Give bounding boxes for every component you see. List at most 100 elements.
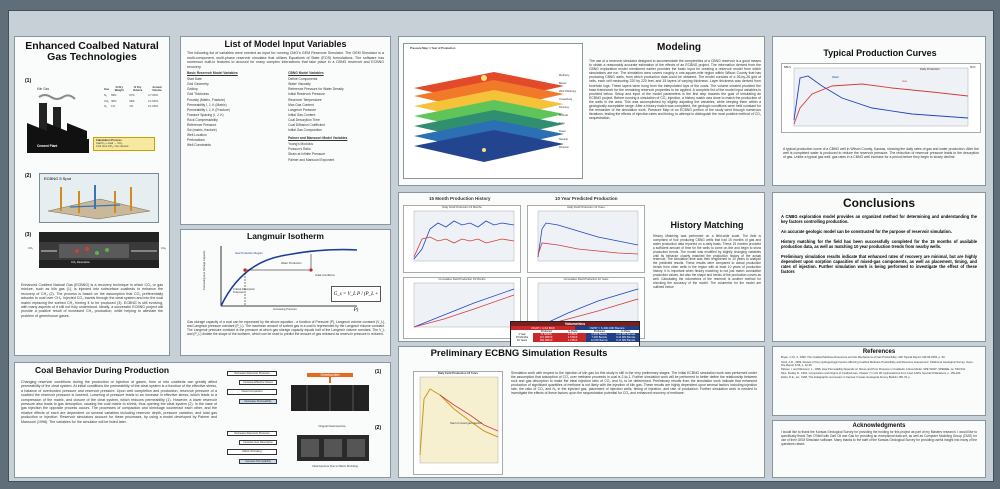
results-plot	[419, 377, 499, 464]
layer-label: Tebo	[559, 122, 565, 125]
langmuir-equation-box: G_s = V_L P / (P_L + P)	[331, 286, 381, 313]
palmer-variable-item: Poisson's Ratio	[288, 147, 311, 152]
langmuir-xlabel: Increasing Pressure	[273, 308, 297, 311]
flow-2: Decrease Reservoir Pressure Increase Gas…	[227, 431, 277, 464]
curves-title: Typical Production Curves	[823, 48, 937, 58]
kiln-table-cell: 67%	[129, 94, 135, 98]
results-chart: Daily Field Production 10 Years Start of…	[413, 371, 503, 475]
chart-subtitle: Cumulative Field Production 15 Months	[438, 278, 486, 281]
cbng-variable-item: Water Viscosity	[288, 82, 311, 87]
reference-item: Scott, A.R., 1999, Review of Key Hydroge…	[781, 360, 974, 367]
cbng-variable-item: Reference Pressure for Water Density	[288, 87, 344, 92]
mcf-label: MCF	[970, 66, 976, 69]
cbng-variables-header: CBNG Model Variables	[288, 71, 324, 76]
initial-conditions-label: Initial Conditions	[315, 274, 335, 277]
vol-row-label: 10 Years	[516, 339, 528, 342]
vol-cell: 1.3 BCF	[559, 339, 586, 342]
basic-variable-item: Sw (matrix, fracture)	[187, 128, 217, 133]
conclusion-item: A CNBG exploration model provides an org…	[781, 213, 977, 224]
calculation-title: Calculation Process	[96, 139, 122, 142]
matrix-shrink-label: Cleat Aperture Due to Matrix Shrinking	[312, 465, 358, 468]
kiln-table-cell: 30%	[111, 99, 117, 103]
langmuir-body: Gas storage capacity of a coal can be ex…	[187, 320, 385, 336]
chart-2-title: 10 Year Predicted Production	[555, 196, 618, 201]
daily-15-month-chart: Daily Field Production 15 Months	[403, 205, 521, 273]
vol-cell: 12,000 Barrels	[586, 339, 613, 342]
cbng-variable-item: Coal Diffusion Coefficient	[288, 123, 326, 127]
calculation-line-2: 4.01 tons CO₂ / ton cement	[96, 145, 129, 149]
history-body: History Matching was performed on a fiel…	[653, 234, 761, 289]
flow-step: Increase Gas Desorption	[239, 440, 277, 446]
basic-variables-list: Basic Reservoir Model Variables Start Da…	[187, 69, 278, 163]
cbng-variable-item: Define Components	[288, 77, 318, 82]
langmuir-ylabel: Increasing Gas Storage Capacity	[203, 250, 206, 290]
daily-10-year-chart: Daily Field Production 10 Years	[527, 205, 645, 273]
modeling-title: Modeling	[657, 42, 701, 53]
water-production-label: Water Production	[281, 262, 302, 265]
vol-cell: 7,000 Barrels	[586, 336, 613, 339]
modeling-panel: Pressure Map: 1 Year of Production Mulbe…	[398, 36, 765, 186]
volumetrics-title: Volumetrics	[511, 322, 639, 326]
chart-subtitle: Daily Field Production 15 Months	[442, 206, 482, 209]
langmuir-title: Langmuir Isotherm	[247, 231, 324, 241]
basic-variable-item: Reference Pressure	[187, 123, 217, 127]
cleat-compaction-diagram	[291, 377, 369, 411]
flow-step: Decrease Reservoir Pressure	[227, 431, 277, 437]
overburden-label: Overburden	[307, 373, 353, 377]
basic-variable-item: Porosity (Matrix, Fracture)	[187, 97, 226, 102]
cleat-aperture-diagram	[297, 435, 369, 461]
layer-label: Weir Pittsburg	[559, 90, 576, 93]
basic-variable-item: Permeability I, J, K (Matrix)	[187, 102, 227, 107]
daily-10-year-plot	[537, 211, 639, 262]
pressure-map: Pressure Map: 1 Year of Production Mulbe…	[403, 43, 583, 179]
results-title: Preliminary ECBNG Simulation Results	[430, 348, 608, 359]
cumulative-15-month-plot	[413, 283, 515, 328]
daily-15-month-plot	[413, 211, 515, 262]
kiln-table-cell: O₂	[104, 104, 108, 108]
cbng-variable-item: Initial Gas Composition	[288, 128, 323, 133]
flow-step: Cleat Compaction	[227, 389, 277, 395]
conclusion-item: History matching for the field has been …	[781, 238, 977, 249]
kiln-gas-table: Gas % Dry Weight % Dry Volume Annual Vol…	[103, 85, 167, 109]
history-title: History Matching	[670, 220, 744, 230]
pressure-map-title: Pressure Map: 1 Year of Production	[410, 47, 456, 50]
variables-title: List of Model Input Variables	[224, 39, 347, 49]
coal-title: Coal Behavior During Production	[35, 365, 170, 375]
palmer-variable-item: Young's Modulus	[288, 142, 313, 147]
vol-cell: 71 MMCF	[533, 333, 560, 336]
variables-body: The following list of variables were nee…	[187, 51, 384, 69]
bbls-label: BBLS	[784, 66, 791, 69]
original-cleat-label: Original Cleat Aperture	[318, 425, 346, 428]
basic-variable-item: Fracture Spacing (I, J, K)	[187, 112, 224, 117]
cumulative-15-month-chart: Cumulative Field Production 15 Months	[403, 277, 521, 339]
pressure-map-layers	[414, 72, 564, 163]
basic-variable-item: Well Constraints	[187, 143, 211, 148]
flow-step: Matrix Shrinking	[227, 449, 277, 455]
ack-body: I would like to thank the Kansas Geologi…	[781, 430, 977, 447]
vol-col-header: In-Place	[567, 330, 578, 333]
coal-panel: Coal Behavior During Production Changing…	[14, 362, 391, 478]
vol-cell: 6.41 MM Barrels	[612, 336, 639, 339]
layer-label: Mineral	[559, 114, 568, 117]
production-curve-plot	[793, 67, 969, 127]
layer-label: Rowe	[559, 130, 566, 133]
palmer-variable-item: Palmer and Mansoori Exponent	[288, 157, 335, 162]
coal-matrix-diagram	[39, 242, 159, 260]
daily-production-label: Daily Production	[920, 68, 940, 71]
vol-cell: 110 MMCF	[533, 336, 560, 339]
five-spot-wells	[47, 185, 151, 220]
basic-variables-header: Basic Reservoir Model Variables	[187, 71, 238, 76]
layer-label: Neutral	[559, 138, 568, 141]
palmer-variable-item: Strain at Infinite Pressure	[288, 152, 326, 157]
conclusions-panel: Conclusions A CNBG exploration model pro…	[772, 192, 986, 342]
kiln-table-cell: 2.1 MCF	[147, 99, 159, 103]
reference-item: Palmer, I. and Mansoori, J., 1998, How P…	[781, 367, 966, 371]
basic-variable-item: Start Date	[187, 77, 202, 82]
layer-label: Fleming	[559, 106, 569, 109]
results-chart-title: Daily Field Production 10 Years	[438, 372, 478, 375]
ogip-label: OGIP = 1.64 BCF	[511, 326, 575, 330]
ack-title: Acknowledgments	[852, 423, 906, 429]
vol-col-header: Produced	[540, 330, 552, 333]
calculation-box: Calculation Process CaCO₃ + Coal → CO₂ 4…	[93, 137, 155, 151]
desorption-diagram	[39, 232, 159, 268]
